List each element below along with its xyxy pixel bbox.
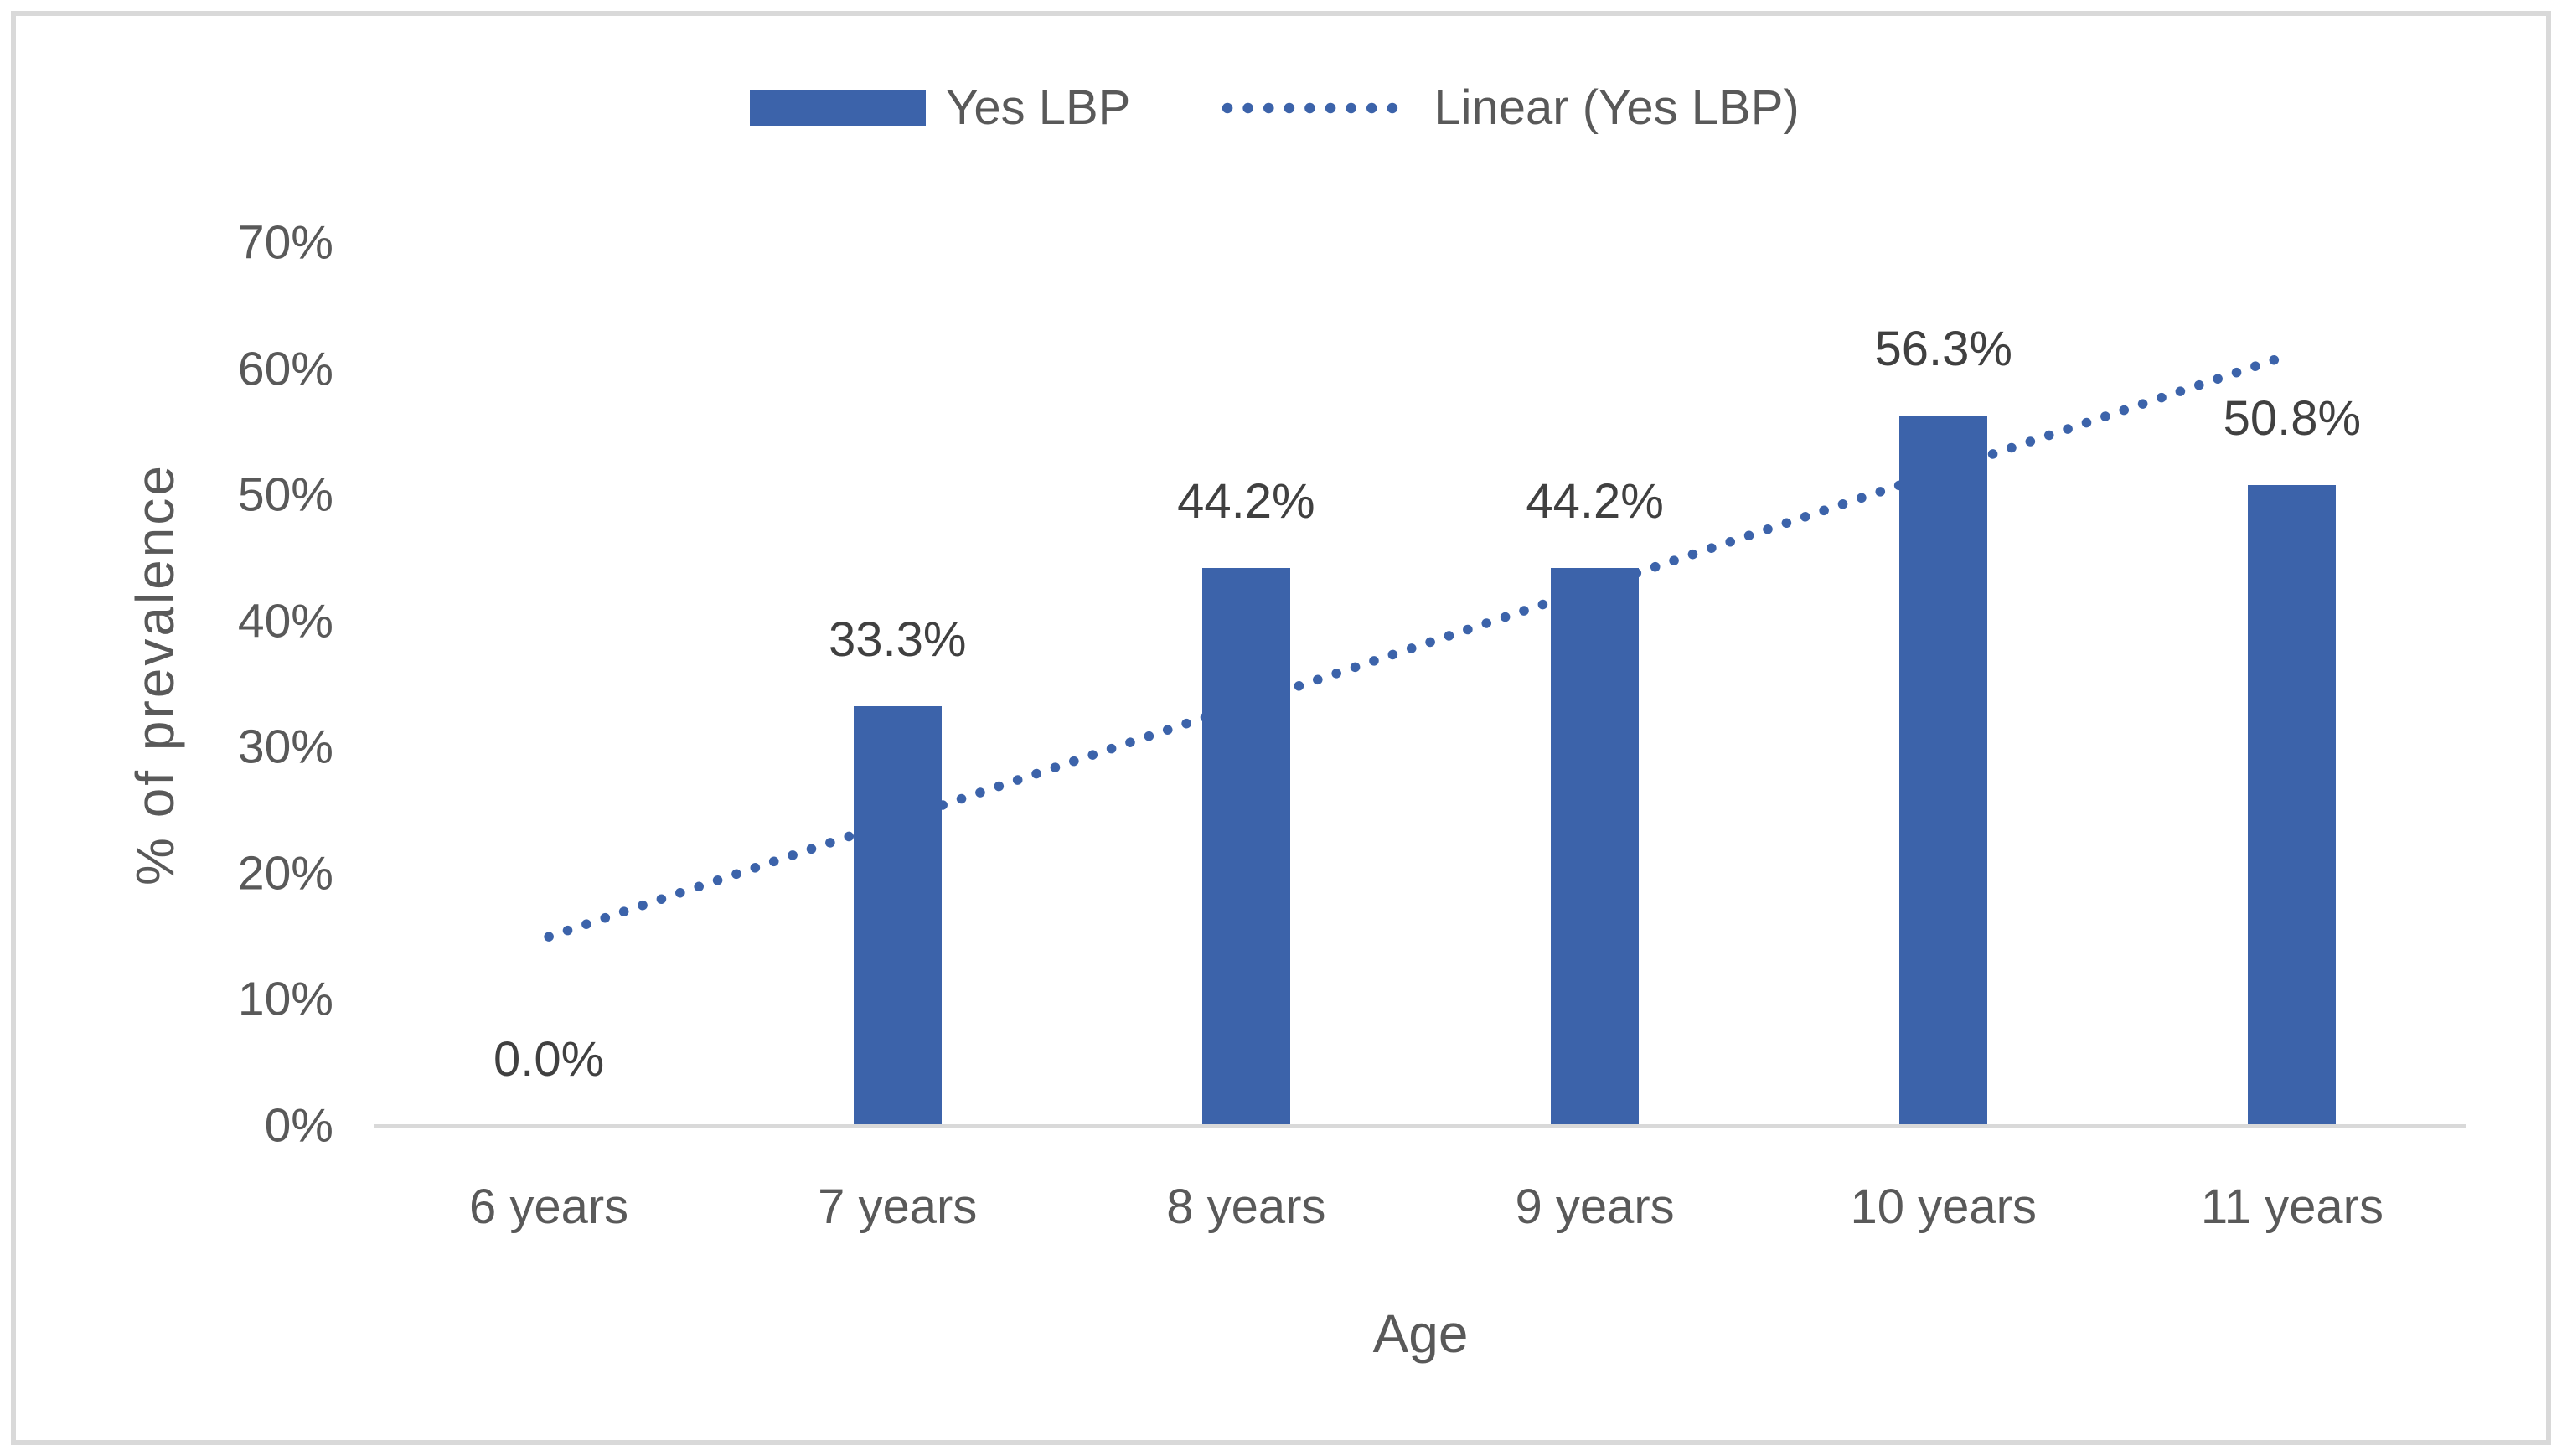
y-tick-label: 20%: [237, 846, 333, 901]
data-label: 44.2%: [1526, 474, 1664, 529]
y-tick-label: 50%: [237, 467, 333, 522]
x-tick-label: 7 years: [818, 1180, 978, 1234]
data-label: 44.2%: [1177, 474, 1315, 529]
data-label: 56.3%: [1874, 322, 2012, 377]
bar-10-years: [1899, 416, 1988, 1126]
y-tick-label: 40%: [237, 594, 333, 648]
data-label: 50.8%: [2223, 391, 2362, 447]
x-tick-label: 9 years: [1515, 1180, 1675, 1234]
x-tick-label: 6 years: [468, 1180, 629, 1234]
y-tick-label: 60%: [237, 342, 333, 396]
legend: Yes LBP Linear (Yes LBP): [750, 84, 1800, 132]
x-tick-label: 11 years: [2200, 1180, 2384, 1234]
data-label: 33.3%: [829, 612, 967, 667]
bar-8-years: [1201, 568, 1290, 1126]
legend-swatch-yes-lbp: [750, 90, 926, 126]
legend-label-yes-lbp: Yes LBP: [946, 80, 1131, 135]
y-tick-label: 10%: [237, 972, 333, 1026]
legend-label-linear-yes-lbp: Linear (Yes LBP): [1433, 80, 1800, 135]
y-tick-label: 70%: [237, 215, 333, 270]
x-axis-title: Age: [1372, 1304, 1469, 1364]
bar-9-years: [1551, 568, 1640, 1126]
y-axis-title: % of prevalence: [125, 463, 185, 885]
bar-7-years: [853, 705, 942, 1126]
x-tick-label: 8 years: [1166, 1180, 1326, 1234]
linear-trendline: [544, 349, 2297, 942]
y-tick-label: 0%: [264, 1098, 333, 1153]
x-tick-label: 10 years: [1850, 1180, 2037, 1234]
x-axis-line: [374, 1124, 2466, 1128]
data-label: 0.0%: [493, 1032, 605, 1087]
legend-dotted-line-icon: [1222, 102, 1413, 114]
bar-11-years: [2248, 485, 2337, 1126]
y-tick-label: 30%: [237, 720, 333, 774]
